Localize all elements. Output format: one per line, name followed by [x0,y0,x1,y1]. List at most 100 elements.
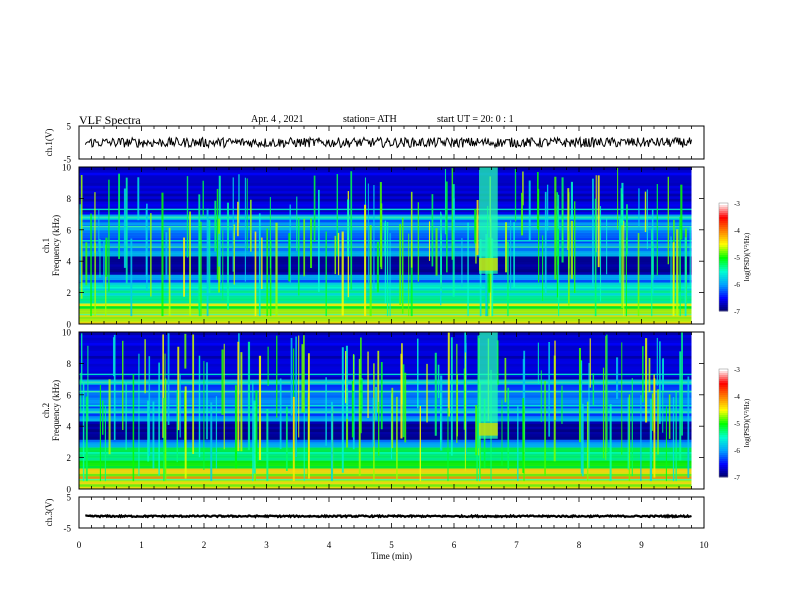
freq-band [79,394,692,398]
colorbar-swatch [719,379,728,382]
x-tick-label: 4 [327,540,332,550]
freq-band [79,203,692,207]
freq-band [79,460,692,464]
freq-band [79,462,692,466]
colorbar-swatch [719,249,728,252]
colorbar-swatch [719,289,728,292]
colorbar-swatch [719,395,728,398]
colorbar-swatch [719,227,728,230]
colorbar-swatch [719,393,728,396]
colorbar-swatch [719,403,728,406]
colorbar-swatch [719,273,728,276]
colorbar-swatch [719,407,728,410]
x-tick-label: 8 [577,540,582,550]
colorbar-tick-label: -4 [734,227,740,235]
freq-band [79,316,692,320]
freq-band [79,167,692,171]
freq-band [79,352,692,357]
colorbar-swatch [719,421,728,424]
colorbar-swatch [719,283,728,286]
colorbar-swatch [719,257,728,260]
colorbar-swatch [719,399,728,402]
colorbar-swatch [719,437,728,440]
y-tick-label: 0 [67,485,72,495]
freq-band [79,358,692,362]
tone-line [79,390,692,393]
freq-band [79,465,692,469]
freq-band [79,386,692,391]
colorbar-swatch [719,439,728,442]
tone-line [79,216,692,218]
ch3-waveform-trace [85,513,692,519]
y-tick-label: 6 [67,225,72,235]
freq-band [79,211,692,215]
ch1-waveform-trace [84,135,692,150]
y-axis-label: Frequency (kHz) [51,215,61,276]
tone-line [79,313,692,316]
colorbar-swatch [719,265,728,268]
colorbar-swatch [719,231,728,234]
figure-title: VLF Spectra [79,113,141,127]
colorbar-swatch [719,279,728,282]
freq-band [79,392,692,396]
tone-line [79,383,692,385]
colorbar-tick-label: -7 [734,474,740,482]
burst-region [479,167,498,274]
colorbar-swatch [719,259,728,262]
colorbar-swatch [719,409,728,412]
colorbar-swatch [719,205,728,208]
colorbar-swatch [719,251,728,254]
colorbar-swatch [719,211,728,214]
colorbar-swatch [719,449,728,452]
colorbar-swatch [719,293,728,296]
freq-band [79,444,692,448]
ch1-spectrogram-image [79,167,692,324]
burst-region [479,332,498,439]
colorbar-swatch [719,301,728,304]
colorbar-swatch [719,237,728,240]
freq-band [79,470,692,474]
colorbar-swatch [719,417,728,420]
colorbar-tick-label: -3 [734,200,740,208]
freq-band [79,402,692,406]
colorbar-tick-label: -6 [734,447,740,455]
y-tick-label: -5 [64,155,72,165]
y-tick-label: 4 [67,422,72,432]
freq-band [79,347,692,351]
freq-band [79,439,692,443]
freq-band [79,342,692,346]
colorbar-swatch [719,299,728,302]
colorbar-swatch [719,209,728,212]
freq-band [79,172,692,176]
colorbar-swatch [719,207,728,210]
y-tick-label: 8 [67,194,72,204]
freq-band [79,449,692,453]
colorbar-swatch [719,457,728,460]
freq-band [79,350,692,354]
freq-band [79,366,692,370]
colorbar-swatch [719,463,728,466]
x-axis-label: Time (min) [371,551,412,561]
burst-core [479,258,498,271]
start-ut-label: start UT = 20: 0 : 1 [437,114,514,125]
colorbar-swatch [719,429,728,432]
colorbar-swatch [719,461,728,464]
colorbar-tick-label: -7 [734,308,740,316]
x-tick-label: 5 [389,540,394,550]
y-tick-label: 6 [67,390,72,400]
colorbar-swatch [719,443,728,446]
freq-band [79,428,692,432]
y-tick-label: 8 [67,359,72,369]
freq-band [79,339,692,343]
y-axis-label: ch.3(V) [44,499,54,527]
colorbar-swatch [719,271,728,274]
y-axis-label: ch.1(V) [44,129,54,157]
x-tick-label: 9 [639,540,644,550]
tone-line [79,411,692,413]
freq-band [79,400,692,404]
colorbar-swatch [719,447,728,450]
x-tick-label: 1 [139,540,144,550]
colorbar-swatch [719,297,728,300]
x-tick-label: 7 [514,540,519,550]
y-tick-label: 10 [62,163,72,173]
